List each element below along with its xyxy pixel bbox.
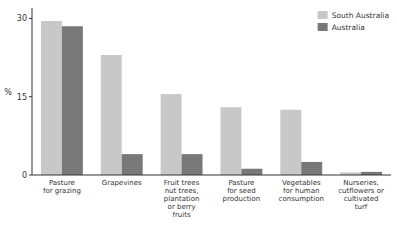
x-tick-label-line: Nurseries, xyxy=(343,179,379,187)
bar xyxy=(220,107,241,175)
x-tick-label: Pasturefor grazing xyxy=(43,179,81,195)
x-tick-label: Pasturefor seedproduction xyxy=(223,179,261,203)
x-tick-label-line: for grazing xyxy=(43,187,81,195)
x-tick-label-line: nut trees, xyxy=(165,187,199,195)
y-tick-label: 0 xyxy=(22,171,27,180)
bar xyxy=(101,55,122,175)
y-tick-label: 15 xyxy=(17,93,27,102)
x-tick-label-line: Grapevines xyxy=(102,179,142,187)
bar xyxy=(301,162,322,175)
y-tick-label: 30 xyxy=(17,14,27,23)
x-tick-label-line: fruits xyxy=(173,211,191,219)
bar xyxy=(280,110,301,175)
bar xyxy=(122,154,143,175)
x-tick-label-line: production xyxy=(223,195,261,203)
x-axis-line xyxy=(32,175,391,176)
y-axis-line xyxy=(32,8,33,175)
y-axis-label: % xyxy=(4,88,12,97)
bar xyxy=(241,169,262,175)
x-tick-label-line: turf xyxy=(355,203,368,211)
x-tick-label-line: Fruit trees xyxy=(164,179,200,187)
legend: South Australia Australia xyxy=(318,11,389,32)
x-tick-label-line: for seed xyxy=(227,187,256,195)
y-tick xyxy=(29,18,32,19)
legend-label: Australia xyxy=(332,23,365,32)
x-tick-label: Vegetablesfor humanconsumption xyxy=(279,179,324,203)
x-tick-label-line: Pasture xyxy=(228,179,254,187)
x-tick-label-line: Pasture xyxy=(49,179,75,187)
bar xyxy=(182,154,203,175)
x-tick-label-line: plantation xyxy=(164,195,200,203)
x-tick-label-line: or berry xyxy=(168,203,196,211)
bar xyxy=(62,26,83,175)
x-tick-label: Nurseries,cutflowers orcultivatedturf xyxy=(338,179,384,211)
y-tick xyxy=(29,175,32,176)
x-tick-label-line: cutflowers or xyxy=(338,187,384,195)
legend-swatch xyxy=(318,11,328,19)
bar xyxy=(41,21,62,175)
legend-swatch xyxy=(318,23,328,31)
x-tick-label-line: cultivated xyxy=(344,195,379,203)
chart: 01530%Pasturefor grazingGrapevinesFruit … xyxy=(0,0,397,227)
x-tick-label-line: Vegetables xyxy=(282,179,321,187)
bar xyxy=(161,94,182,175)
x-tick-label: Grapevines xyxy=(102,179,142,187)
y-tick xyxy=(29,96,32,97)
bars xyxy=(41,21,382,175)
x-tick-label-line: for human xyxy=(283,187,319,195)
x-tick-label: Fruit treesnut trees,plantationor berryf… xyxy=(164,179,200,219)
x-tick-label-line: consumption xyxy=(279,195,324,203)
legend-label: South Australia xyxy=(332,11,389,20)
